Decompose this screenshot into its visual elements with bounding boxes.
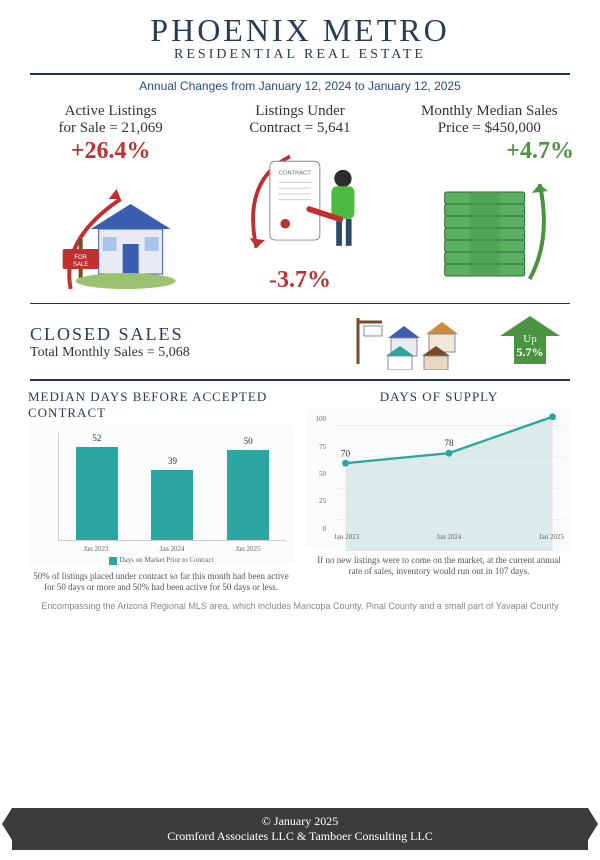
contract-illustration: CONTRACT — [209, 142, 390, 267]
chart-caption: If no new listings were to come on the m… — [306, 555, 572, 578]
money-illustration — [399, 169, 580, 299]
bar: 50 — [227, 450, 269, 539]
line-chart-area: 0255075100 7078107 Jan 2023Jan 2024Jan 2… — [306, 409, 572, 549]
page-subtitle: RESIDENTIAL REAL ESTATE — [20, 47, 580, 63]
median-days-chart: MEDIAN DAYS BEFORE ACCEPTED CONTRACT 52 3… — [28, 389, 294, 594]
houses-illustration — [340, 314, 480, 370]
chart-title: DAYS OF SUPPLY — [306, 389, 572, 405]
charts-row: MEDIAN DAYS BEFORE ACCEPTED CONTRACT 52 3… — [0, 385, 600, 594]
stat-value: Price = $450,000 — [399, 120, 580, 137]
divider — [30, 303, 570, 304]
stat-value: for Sale = 21,069 — [20, 120, 201, 137]
footnote: Encompassing the Arizona Regional MLS ar… — [30, 601, 570, 612]
bar: 39 — [151, 470, 193, 540]
house-illustration: FOR SALE — [20, 169, 201, 299]
up-label: Up — [523, 333, 537, 345]
chart-caption: 50% of listings placed under contract so… — [28, 571, 294, 594]
stat-value: Contract = 5,641 — [209, 120, 390, 137]
svg-text:CONTRACT: CONTRACT — [279, 170, 311, 176]
svg-text:SALE: SALE — [73, 262, 88, 268]
stat-median-price: Monthly Median Sales Price = $450,000 +4… — [399, 103, 580, 299]
closed-value: Total Monthly Sales = 5,068 — [30, 345, 330, 361]
footer: © January 2025 Cromford Associates LLC &… — [0, 808, 600, 850]
top-stats-row: Active Listings for Sale = 21,069 +26.4%… — [0, 103, 600, 299]
stat-under-contract: Listings Under Contract = 5,641 CONTRACT — [209, 103, 390, 299]
divider — [30, 379, 570, 381]
svg-text:70: 70 — [341, 448, 351, 458]
stat-label: Monthly Median Sales — [399, 103, 580, 120]
attribution: Cromford Associates LLC & Tamboer Consul… — [12, 829, 588, 844]
svg-text:FOR: FOR — [74, 255, 87, 261]
stat-label: Listings Under — [209, 103, 390, 120]
copyright: © January 2025 — [12, 814, 588, 829]
bar: 52 — [76, 447, 118, 540]
legend: Days on Market Prior to Contract — [28, 556, 294, 564]
svg-text:78: 78 — [444, 438, 454, 448]
stat-active-listings: Active Listings for Sale = 21,069 +26.4%… — [20, 103, 201, 299]
up-pct: 5.7% — [517, 345, 544, 359]
page-title: PHOENIX METRO — [20, 12, 580, 49]
divider — [30, 73, 570, 75]
header: PHOENIX METRO RESIDENTIAL REAL ESTATE — [0, 0, 600, 67]
closed-sales-row: CLOSED SALES Total Monthly Sales = 5,068… — [30, 312, 570, 373]
up-arrow-badge: Up 5.7% — [490, 312, 570, 373]
stat-pct: +4.7% — [399, 138, 580, 165]
stat-label: Active Listings — [20, 103, 201, 120]
closed-title: CLOSED SALES — [30, 324, 330, 345]
supply-chart: DAYS OF SUPPLY 0255075100 7078107 Jan 20… — [306, 389, 572, 594]
footer-ribbon: © January 2025 Cromford Associates LLC &… — [12, 808, 588, 850]
bar-chart-area: 523950 Jan 2023Jan 2024Jan 2025 Days on … — [28, 425, 294, 565]
date-range: Annual Changes from January 12, 2024 to … — [0, 79, 600, 93]
stat-pct: -3.7% — [209, 267, 390, 294]
stat-pct: +26.4% — [20, 138, 201, 165]
chart-title: MEDIAN DAYS BEFORE ACCEPTED CONTRACT — [28, 389, 294, 421]
